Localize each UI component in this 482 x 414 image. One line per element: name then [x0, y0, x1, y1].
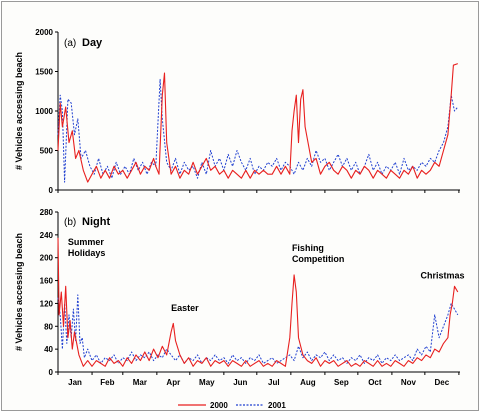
day-y-axis-label: # Vehicles accessing beach	[14, 52, 24, 170]
month-label-aug: Aug	[300, 378, 316, 387]
legend-2001-label: 2001	[268, 401, 286, 410]
day-panel-title: Day	[82, 37, 103, 49]
night-series-2001	[57, 294, 459, 364]
day-y-tick-label: 1500	[35, 68, 53, 77]
legend-2000-label: 2000	[210, 401, 228, 410]
annotation-2-line-1: Competition	[292, 254, 345, 264]
panel-night: 0 40 80 120 160 200 240 280 Jan Feb Mar Apr May Jun J…	[14, 208, 464, 387]
night-panel-title: Night	[82, 216, 110, 228]
annotation-3-line-0: Christmas	[420, 270, 464, 280]
annotation-0-line-1: Holidays	[68, 248, 106, 258]
day-series-2000	[57, 63, 458, 183]
month-label-sep: Sep	[334, 378, 349, 387]
month-label-jan: Jan	[68, 378, 82, 387]
day-series-2001	[57, 78, 459, 183]
day-y-tick-label: 500	[40, 147, 54, 156]
night-y-tick-label: 0	[49, 368, 54, 377]
month-label-apr: Apr	[166, 378, 180, 387]
day-y-tick-label: 1000	[35, 107, 53, 116]
night-y-tick-label: 40	[44, 345, 53, 354]
night-panel-letter: (b)	[64, 217, 76, 228]
month-label-feb: Feb	[100, 378, 114, 387]
month-label-jul: Jul	[268, 378, 280, 387]
day-y-tick-label: 2000	[35, 28, 53, 37]
night-y-axis-label: # Vehicles accessing beach	[14, 233, 24, 351]
night-y-tick-label: 120	[40, 299, 54, 308]
annotation-0-line-0: Summer	[68, 237, 105, 247]
day-y-tick-label: 0	[49, 186, 54, 195]
month-label-oct: Oct	[368, 378, 382, 387]
month-label-jun: Jun	[233, 378, 247, 387]
annotation-1-line-0: Easter	[171, 303, 199, 313]
month-label-may: May	[199, 378, 215, 387]
annotation-2-line-0: Fishing	[292, 243, 324, 253]
night-y-tick-label: 80	[44, 322, 53, 331]
panel-day: 0 500 1000 1500 2000 (a) Day # Vehicles acce…	[14, 28, 460, 195]
legend: 2000 2001	[178, 401, 286, 410]
night-y-tick-label: 200	[40, 254, 54, 263]
night-y-tick-label: 280	[40, 208, 54, 217]
night-y-tick-label: 160	[40, 277, 54, 286]
day-panel-letter: (a)	[64, 38, 76, 49]
month-label-mar: Mar	[133, 378, 147, 387]
night-y-tick-label: 240	[40, 231, 54, 240]
night-series-2000	[57, 237, 459, 367]
month-label-nov: Nov	[401, 378, 417, 387]
month-label-dec: Dec	[435, 378, 450, 387]
